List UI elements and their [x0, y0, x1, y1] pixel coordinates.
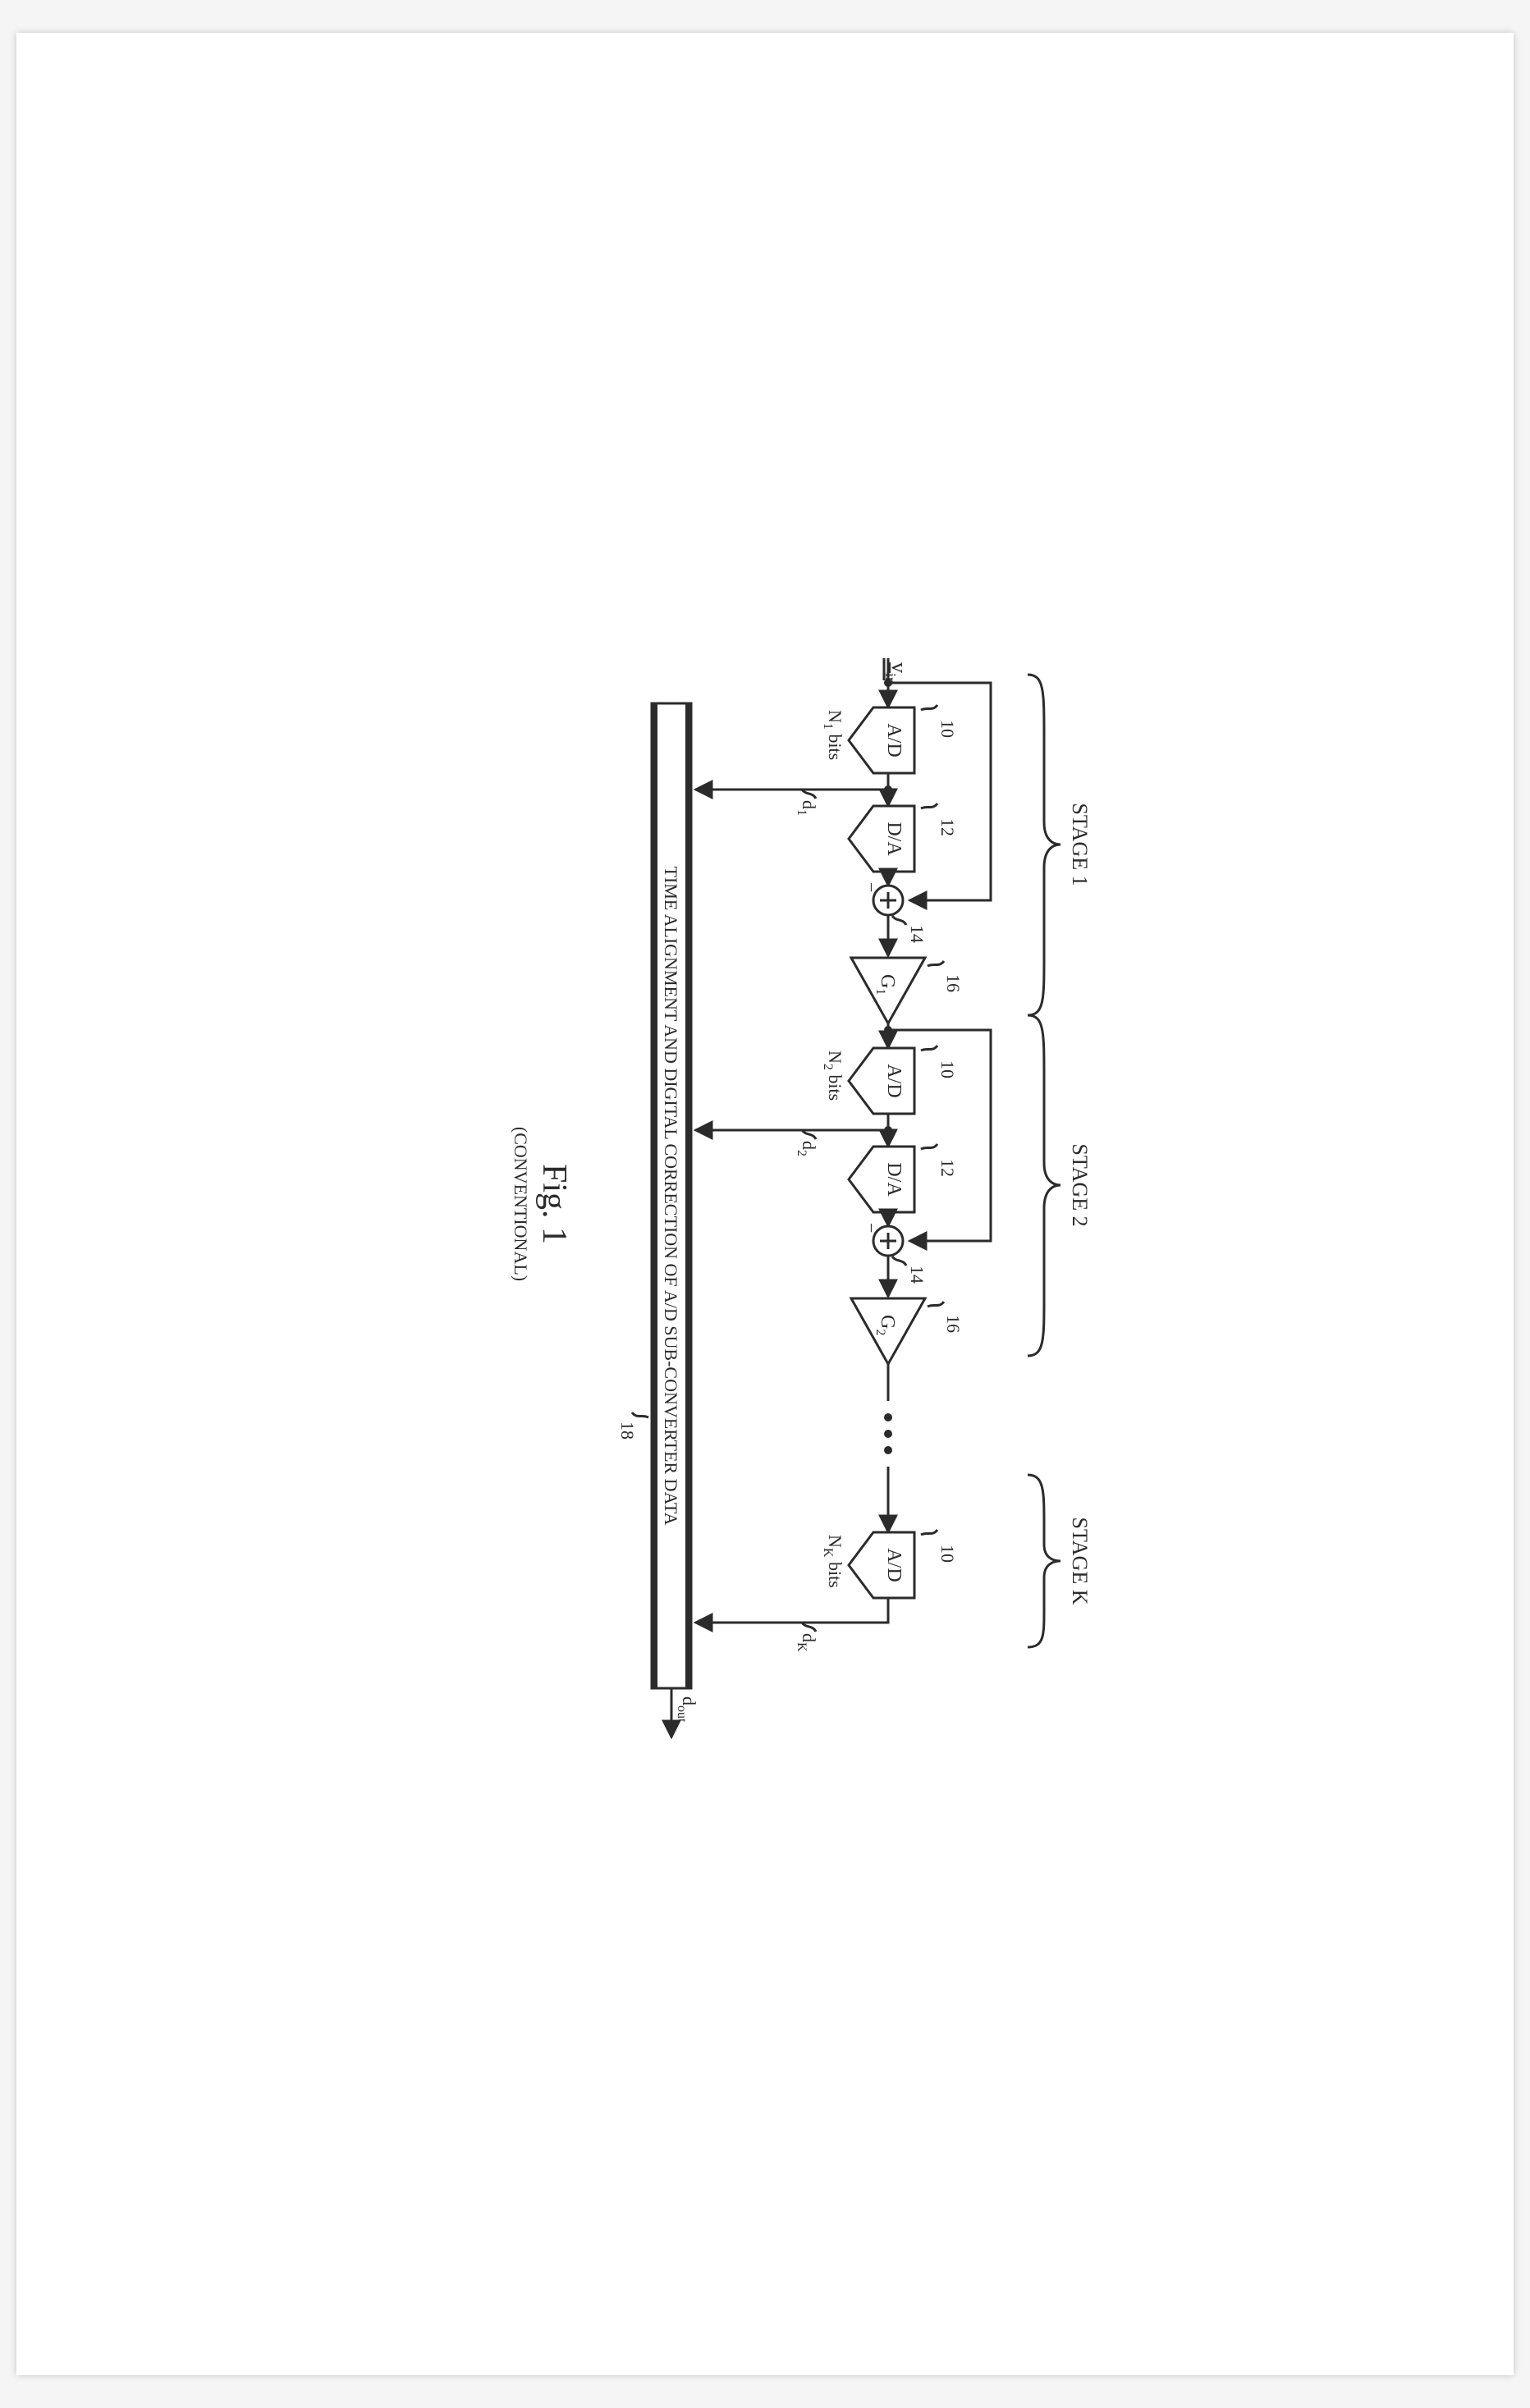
svg-text:10: 10 [937, 1545, 958, 1563]
svg-text:D/A: D/A [883, 822, 905, 856]
ad2-bits: N2 bits [821, 1051, 845, 1101]
stage-1-brace: STAGE 1 [1028, 675, 1092, 1015]
summer-1: − 14 [861, 882, 928, 943]
d2-label: d2 [795, 1141, 819, 1156]
svg-text:16: 16 [943, 1315, 964, 1333]
adk-bits: NK bits [821, 1535, 845, 1588]
da-block-1: D/A 12 [849, 803, 958, 872]
processing-block: TIME ALIGNMENT AND DIGITAL CORRECTION OF… [617, 703, 691, 1688]
svg-text:16: 16 [943, 974, 964, 992]
figure-title: Fig. 1 [535, 1164, 573, 1244]
stage-2-label: STAGE 2 [1068, 1143, 1092, 1226]
svg-text:D/A: D/A [883, 1162, 905, 1197]
stage-k-brace: STAGE K [1028, 1475, 1092, 1647]
ad-block-k: A/D 10 NK bits [821, 1530, 958, 1598]
svg-text:14: 14 [907, 925, 928, 943]
dk-label: dK [795, 1633, 819, 1652]
dout-label: dout [675, 1696, 699, 1723]
stage-2-brace: STAGE 2 [1028, 1015, 1092, 1356]
figure-subtitle: (CONVENTIONAL) [511, 1127, 531, 1281]
svg-text:TIME ALIGNMENT AND DIGITAL COR: TIME ALIGNMENT AND DIGITAL CORRECTION OF… [661, 866, 681, 1525]
ad1-bits: N1 bits [821, 710, 845, 760]
ad-block-2: A/D 10 N2 bits [821, 1046, 958, 1114]
svg-text:12: 12 [937, 818, 958, 836]
stage-k-label: STAGE K [1068, 1518, 1092, 1605]
svg-text:A/D: A/D [883, 723, 905, 757]
svg-text:A/D: A/D [883, 1064, 905, 1097]
stage-1-label: STAGE 1 [1068, 803, 1092, 886]
svg-text:−: − [861, 1223, 882, 1233]
ellipsis-icon [884, 1413, 892, 1454]
stage-braces: STAGE 1 STAGE 2 STAGE K [1028, 675, 1092, 1647]
ad-block-1: A/D 10 N1 bits [821, 705, 958, 773]
diagram-canvas: STAGE 1 STAGE 2 STAGE K vin [396, 629, 1134, 1779]
svg-text:12: 12 [937, 1159, 958, 1177]
svg-text:10: 10 [937, 1060, 958, 1078]
amp-2: G2 16 [851, 1298, 964, 1364]
svg-text:14: 14 [907, 1266, 928, 1284]
svg-text:A/D: A/D [883, 1548, 905, 1582]
svg-text:−: − [861, 882, 882, 892]
da-block-2: D/A 12 [849, 1144, 958, 1212]
amp-1: G1 16 [851, 958, 964, 1023]
d1-label: d1 [795, 800, 819, 816]
svg-text:10: 10 [937, 720, 958, 738]
svg-text:18: 18 [617, 1421, 638, 1440]
summer-2: − 14 [861, 1223, 928, 1284]
